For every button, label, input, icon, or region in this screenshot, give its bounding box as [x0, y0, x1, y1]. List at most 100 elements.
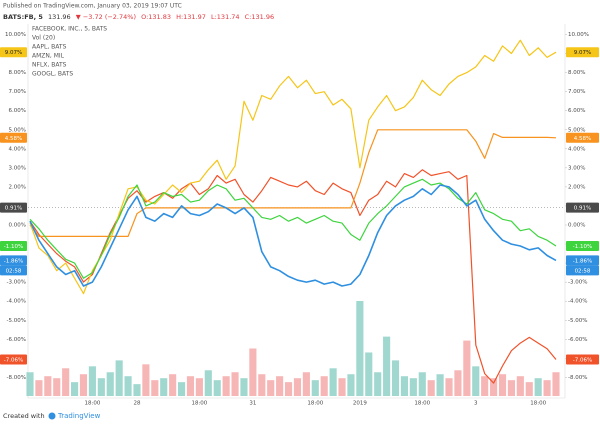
- volume-bar: [454, 370, 462, 396]
- brand[interactable]: TradingView: [57, 412, 101, 420]
- volume-bar: [151, 380, 159, 396]
- volume-bar: [391, 360, 400, 396]
- volume-bar: [35, 380, 43, 396]
- value-badge: [0, 255, 27, 266]
- volume-bar: [383, 336, 391, 396]
- volume-bar: [88, 366, 96, 396]
- y-tick-label-right: -4.00%: [568, 299, 587, 305]
- close: C:131.96: [245, 13, 274, 21]
- y-tick-label-right: 5.00%: [568, 127, 585, 133]
- x-tick-label: 18:00: [530, 401, 546, 407]
- volume-bar: [338, 378, 346, 396]
- volume-bar: [53, 378, 61, 396]
- y-tick-label-left: -6.00%: [7, 337, 26, 343]
- x-tick-label: 18:00: [191, 401, 207, 407]
- volume-bar: [249, 348, 257, 396]
- volume-bar: [490, 378, 498, 396]
- value-badge: [0, 354, 27, 365]
- symbol: BATS:FB, 5: [3, 13, 43, 21]
- high: H:131.97: [176, 13, 206, 21]
- value-badge: [566, 240, 599, 251]
- volume-bar: [169, 374, 177, 396]
- volume-bar: [142, 364, 150, 396]
- x-tick-label: 31: [249, 401, 256, 407]
- series-line: [29, 129, 557, 237]
- value-badge-label: 0.91%: [574, 206, 591, 212]
- y-tick-label-left: -8.00%: [7, 375, 26, 381]
- volume-bar: [552, 372, 560, 396]
- y-tick-label-right: 0.00%: [568, 223, 585, 229]
- value-badge: [566, 132, 599, 143]
- value-badge-label: 9.07%: [5, 50, 22, 56]
- countdown-badge: [566, 265, 599, 276]
- value-badge-label: -1.10%: [4, 244, 23, 250]
- volume-bar: [276, 376, 284, 396]
- volume-bar: [186, 376, 195, 396]
- value-badge: [566, 47, 599, 58]
- volume-bar: [498, 374, 507, 396]
- published-line: Published on TradingView.com, January 03…: [3, 3, 182, 10]
- volume-bar: [195, 378, 203, 396]
- y-tick-label-left: -5.00%: [7, 318, 26, 324]
- value-badge-label: -7.06%: [4, 357, 23, 363]
- y-tick-label-right: -6.00%: [568, 337, 587, 343]
- volume-bar: [409, 378, 417, 396]
- x-tick-label: 28: [133, 401, 140, 407]
- volume-bar: [71, 382, 79, 396]
- value-badge-label: -1.86%: [573, 258, 592, 264]
- volume-bar: [293, 378, 302, 396]
- volume-bar: [106, 372, 114, 396]
- y-tick-label-right: 8.00%: [568, 70, 585, 76]
- price-change: ▼ −3.72 (−2.74%): [76, 13, 136, 21]
- y-tick-label-left: -3.00%: [7, 280, 26, 286]
- volume-bar: [356, 301, 364, 396]
- x-tick-label: 18:00: [84, 401, 100, 407]
- volume-bar: [534, 378, 542, 396]
- volume-bar: [302, 372, 310, 396]
- volume-bar: [231, 372, 239, 396]
- legend-entry: FACEBOOK, INC., 5, BATS: [32, 26, 107, 33]
- value-badge: [0, 202, 27, 213]
- volume-bar: [311, 380, 319, 396]
- volume-bar: [79, 374, 88, 396]
- volume-bar: [427, 380, 435, 396]
- volume-bar: [267, 380, 275, 396]
- open: O:131.83: [141, 13, 171, 21]
- legend-entry: Vol (20): [32, 35, 55, 42]
- value-badge-label: 4.58%: [5, 136, 22, 142]
- footer: Created with TradingView: [3, 412, 101, 420]
- y-tick-label-left: 8.00%: [9, 70, 26, 76]
- series-line: [29, 184, 557, 287]
- value-badge: [0, 47, 27, 58]
- volume-bar: [222, 376, 230, 396]
- value-badge: [0, 240, 27, 251]
- y-tick-label-right: 4.00%: [568, 146, 585, 152]
- x-tick-label: 2019: [353, 401, 367, 407]
- y-tick-label-left: 3.00%: [9, 165, 26, 171]
- x-tick-label: 3: [474, 401, 478, 407]
- volume-bar: [436, 374, 444, 396]
- y-tick-label-right: 6.00%: [568, 108, 585, 114]
- y-tick-label-right: 10.00%: [568, 32, 589, 38]
- legend-entry: GOOGL, BATS: [32, 71, 73, 78]
- last-price: 131.96: [48, 13, 71, 21]
- y-tick-label-right: -5.00%: [568, 318, 587, 324]
- volume-bar: [213, 380, 221, 396]
- x-tick-label: 18:00: [307, 401, 323, 407]
- value-badge: [0, 132, 27, 143]
- value-badge: [566, 354, 599, 365]
- value-badge-label: -1.10%: [573, 244, 592, 250]
- volume-bar: [44, 376, 52, 396]
- value-badge: [566, 202, 599, 213]
- volume-bar: [320, 376, 328, 396]
- y-tick-label-right: -3.00%: [568, 280, 587, 286]
- volume-bar: [160, 378, 168, 396]
- countdown-badge: [0, 265, 27, 276]
- volume-bar: [374, 372, 382, 396]
- y-tick-label-left: 10.00%: [5, 32, 26, 38]
- value-badge-label: -1.86%: [4, 258, 23, 264]
- value-badge: [566, 255, 599, 266]
- quote-line: BATS:FB, 5 131.96 ▼ −3.72 (−2.74%) O:131…: [3, 13, 274, 21]
- volume-bar: [133, 384, 141, 396]
